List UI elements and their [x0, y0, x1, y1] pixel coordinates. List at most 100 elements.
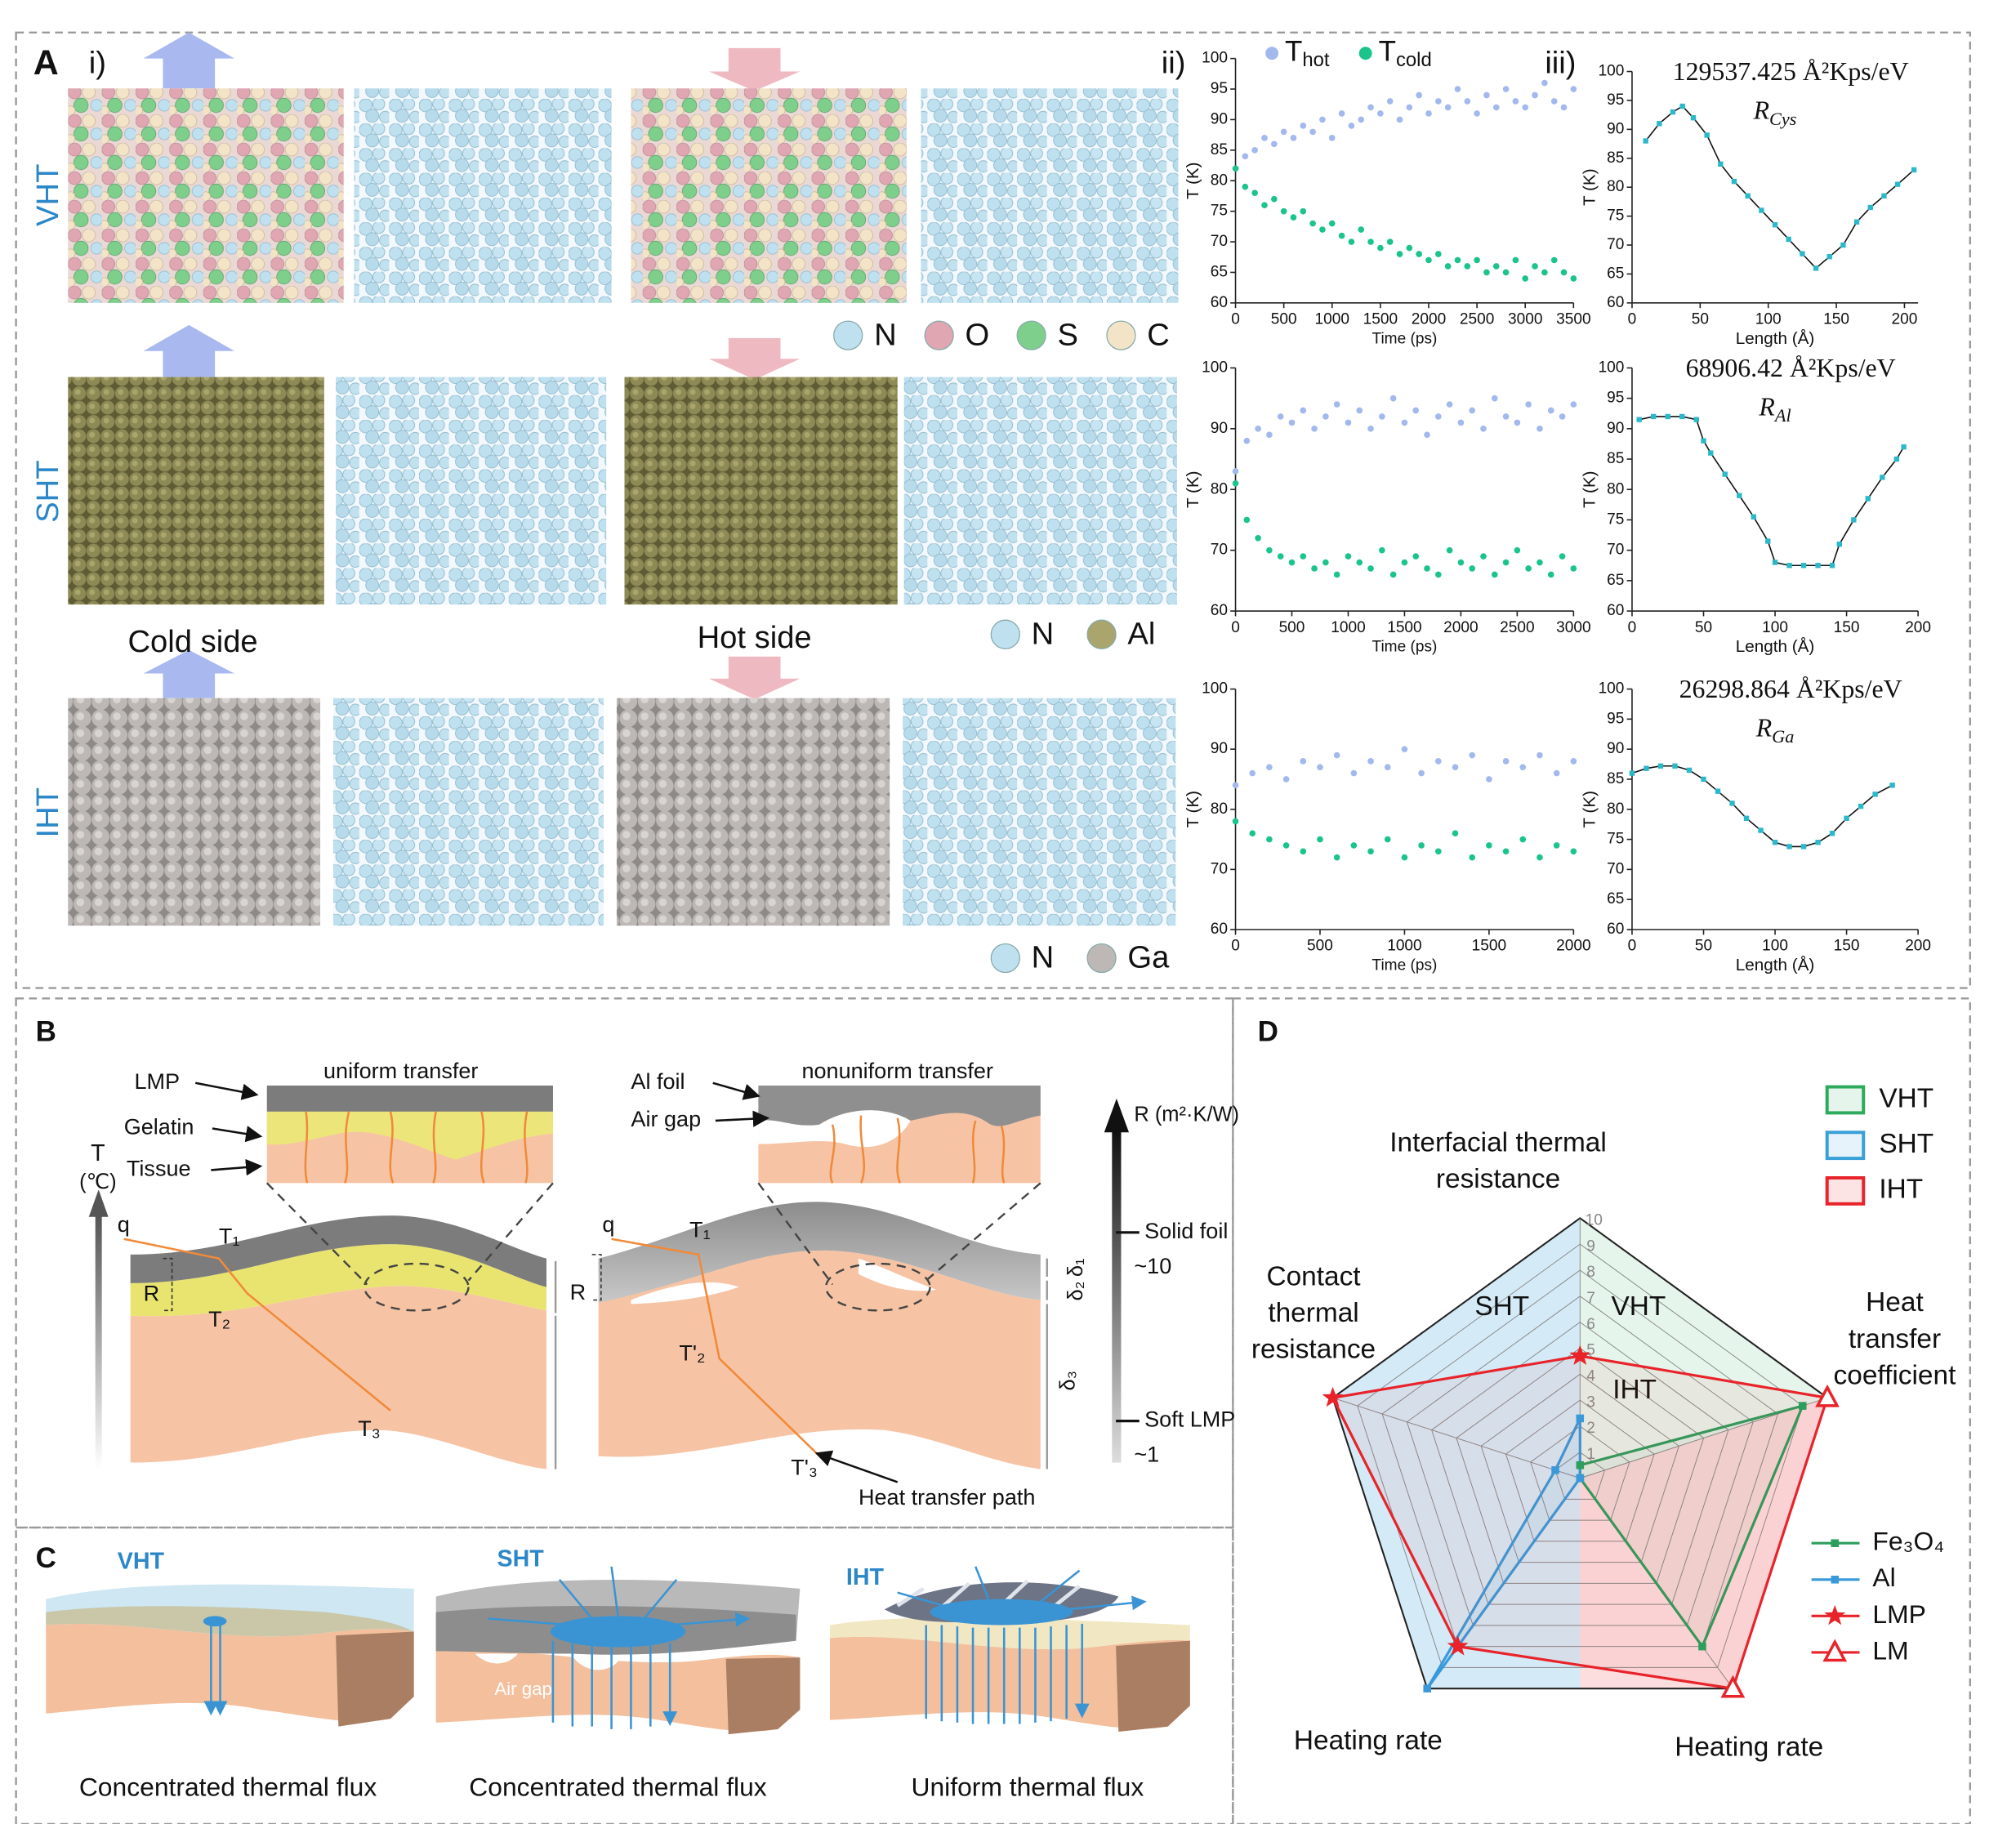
- x-tick-label: 50: [1695, 619, 1712, 636]
- x-tick-label: 1500: [1363, 311, 1398, 328]
- axis-label: resistance: [1251, 1334, 1376, 1364]
- legend-swatch: [1825, 1131, 1866, 1161]
- scatter-point: [1412, 553, 1420, 560]
- scatter-point: [1454, 256, 1461, 264]
- x-tick-label: 0: [1231, 311, 1240, 328]
- profile-point: [1800, 563, 1807, 569]
- y-tick-label: 70: [1211, 233, 1228, 250]
- series-marker: [1576, 1461, 1585, 1469]
- condition-label: VHT: [118, 1549, 165, 1575]
- scatter-point: [1249, 830, 1256, 837]
- resistance-symbol: RGa: [1755, 714, 1795, 747]
- chart-title: 26298.864 Å²Kps/eV: [1679, 675, 1902, 703]
- scatter-point: [1434, 98, 1442, 105]
- atom-swatch: [833, 320, 863, 350]
- y-tick-label: 60: [1211, 602, 1228, 619]
- axis-label: Interfacial thermal: [1389, 1127, 1607, 1157]
- y-tick-label: 75: [1211, 203, 1228, 220]
- scatter-point: [1300, 758, 1307, 765]
- axis-label: R (m²·K/W): [1134, 1103, 1239, 1126]
- y-tick-label: 100: [1202, 50, 1228, 67]
- scatter-point: [1514, 419, 1521, 426]
- profile-point: [1701, 776, 1706, 783]
- scatter-point: [1537, 854, 1543, 861]
- x-tick-label: 100: [1762, 938, 1788, 955]
- scatter-point: [1271, 140, 1278, 148]
- scatter-point: [1406, 244, 1413, 252]
- scatter-point: [1401, 854, 1408, 861]
- scatter-point: [1553, 769, 1560, 777]
- axis-label: Heating rate: [1675, 1733, 1823, 1763]
- scatter-point: [1480, 553, 1487, 560]
- resistance-symbol: RCys: [1753, 96, 1797, 129]
- scatter-point: [1525, 401, 1532, 408]
- x-tick-label: 2000: [1443, 619, 1478, 636]
- symbol-subscript: Cys: [1769, 109, 1796, 129]
- legend-label: Fe₃O₄: [1872, 1527, 1944, 1556]
- row-label: VHT: [30, 164, 65, 226]
- legend-name: T: [1379, 36, 1396, 68]
- scatter-point: [1384, 836, 1391, 843]
- grid-ring: [1456, 1347, 1705, 1584]
- scatter-point: [1469, 565, 1476, 572]
- scatter-point: [1570, 401, 1577, 408]
- x-tick-label: 100: [1755, 311, 1782, 328]
- grid-ring: [1381, 1269, 1779, 1648]
- scatter-point: [1550, 98, 1558, 105]
- y-tick-label: 65: [1607, 265, 1624, 282]
- profile-point: [1829, 831, 1835, 836]
- x-tick-label: 0: [1231, 619, 1240, 636]
- side-label: Cold side: [127, 624, 257, 659]
- legend-label: Thot: [1285, 36, 1330, 72]
- scatter-point: [1424, 431, 1430, 439]
- y-axis-label: T (K): [1184, 791, 1202, 828]
- scatter-point: [1319, 116, 1326, 123]
- y-tick-label: 85: [1607, 450, 1624, 467]
- r-tick-label: 1: [1586, 1446, 1595, 1463]
- x-tick-label: 0: [1231, 938, 1240, 955]
- scatter-point: [1232, 782, 1239, 789]
- profile-point: [1690, 115, 1697, 121]
- scatter-point: [1486, 842, 1492, 849]
- scatter-point: [1379, 413, 1385, 420]
- scatter-point: [1249, 769, 1256, 777]
- x-tick-label: 500: [1279, 619, 1305, 636]
- axis-label: Heating rate: [1294, 1726, 1443, 1756]
- atom-swatch: [1016, 320, 1046, 350]
- scatter-point: [1300, 123, 1307, 129]
- y-axis-label: T (K): [1581, 791, 1599, 828]
- y-tick-label: 95: [1607, 91, 1624, 109]
- scatter-point: [1282, 776, 1290, 783]
- scatter-point: [1550, 256, 1558, 264]
- profile-point: [1718, 161, 1724, 167]
- scatter-point: [1242, 183, 1249, 190]
- scatter-point: [1559, 413, 1566, 420]
- profile-point: [1679, 103, 1685, 109]
- x-tick-label: 200: [1905, 619, 1931, 636]
- profile-point: [1800, 251, 1805, 256]
- profile-point: [1786, 563, 1792, 569]
- scatter-point: [1386, 239, 1394, 245]
- profile-line: [1639, 416, 1905, 567]
- region-label: IHT: [1612, 1375, 1657, 1405]
- r-tick-label: 4: [1586, 1368, 1595, 1385]
- scatter-point: [1406, 104, 1413, 111]
- caption: Concentrated thermal flux: [79, 1772, 377, 1801]
- r-tick-label: 8: [1586, 1264, 1595, 1281]
- series-marker: [1815, 1384, 1840, 1407]
- scatter-point: [1377, 110, 1384, 117]
- profile-point: [1772, 560, 1778, 565]
- scatter-point: [1277, 553, 1284, 560]
- scatter-point: [1434, 413, 1442, 420]
- scatter-point: [1377, 244, 1384, 252]
- profile-point: [1844, 815, 1849, 821]
- scatter-point: [1255, 534, 1261, 542]
- x-tick-label: 1500: [1387, 619, 1421, 636]
- scatter-point: [1277, 413, 1284, 420]
- level-value: ~10: [1134, 1254, 1171, 1278]
- x-tick-label: 1000: [1387, 938, 1421, 955]
- profile-point: [1643, 138, 1648, 144]
- scatter-point: [1570, 565, 1577, 572]
